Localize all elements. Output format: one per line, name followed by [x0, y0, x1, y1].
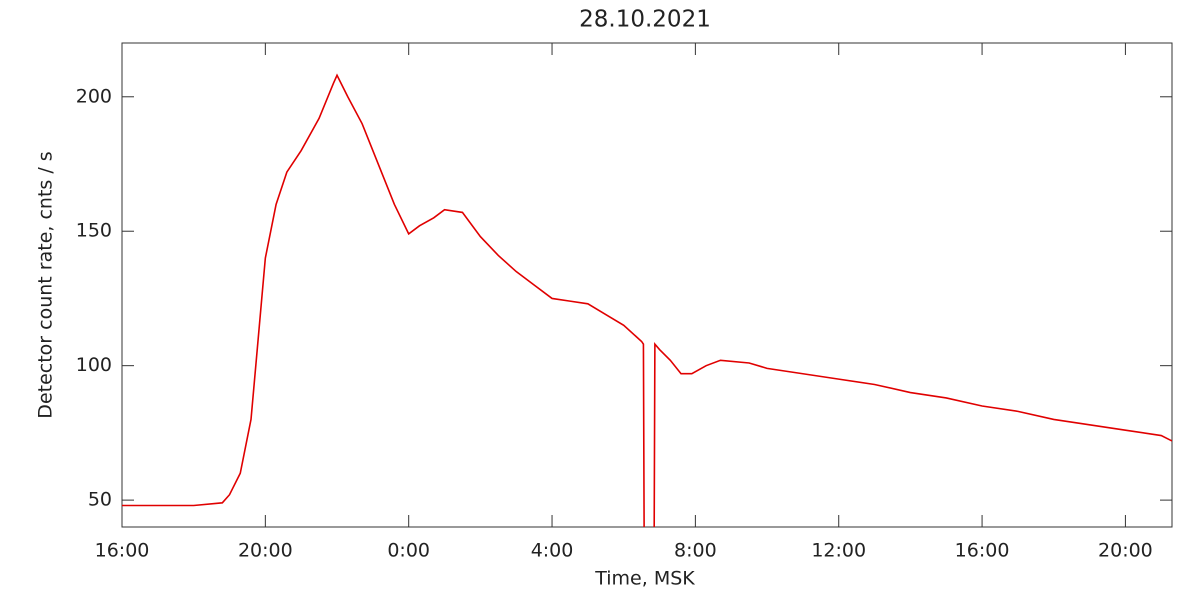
plot-frame — [121, 42, 1173, 528]
x-axis-label: Time, MSK — [594, 568, 695, 590]
x-tick-label: 16:00 — [955, 540, 1010, 562]
x-tick-label: 8:00 — [674, 540, 717, 562]
x-tick-label: 0:00 — [387, 540, 430, 562]
x-tick-label: 4:00 — [531, 540, 574, 562]
y-tick-label: 200 — [76, 85, 112, 107]
x-tick-label: 12:00 — [811, 540, 866, 562]
x-tick-label: 16:00 — [95, 540, 150, 562]
chart-title: 28.10.2021 — [579, 7, 711, 33]
data-line — [122, 73, 1172, 527]
x-tick-label: 20:00 — [238, 540, 293, 562]
plot-area — [122, 73, 1172, 527]
y-tick-label: 50 — [88, 489, 112, 511]
x-tick-label: 20:00 — [1098, 540, 1153, 562]
y-tick-label: 100 — [76, 354, 112, 376]
y-tick-label: 150 — [76, 220, 112, 242]
y-axis-label: Detector count rate, cnts / s — [35, 151, 57, 418]
